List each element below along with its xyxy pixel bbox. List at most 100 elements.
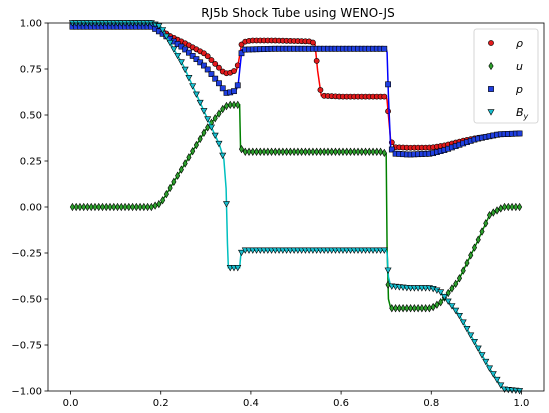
data-point <box>336 147 342 156</box>
data-point <box>197 59 204 66</box>
data-point <box>227 100 233 110</box>
data-point <box>464 258 470 268</box>
data-point <box>246 147 252 156</box>
data-point <box>166 40 174 47</box>
data-point <box>155 23 163 30</box>
data-point <box>216 80 222 87</box>
data-point <box>332 147 339 156</box>
data-point <box>222 201 230 208</box>
data-point <box>448 303 456 310</box>
data-point <box>212 114 218 123</box>
data-point <box>238 50 245 57</box>
data-point <box>234 82 241 89</box>
data-point <box>295 147 301 156</box>
data-point <box>317 87 324 93</box>
data-point <box>77 202 83 212</box>
data-point <box>238 249 246 257</box>
data-point <box>160 196 166 205</box>
x-tick-label: 0.8 <box>423 398 439 409</box>
data-point <box>479 227 485 236</box>
data-point <box>92 202 98 212</box>
data-point <box>81 202 87 212</box>
data-point <box>212 75 219 82</box>
data-point <box>438 298 444 307</box>
data-point <box>449 284 455 293</box>
data-point <box>215 140 223 148</box>
data-point <box>516 130 523 137</box>
data-point <box>99 202 106 212</box>
data-point <box>430 302 436 312</box>
series-0 <box>69 20 523 151</box>
data-point <box>302 147 308 156</box>
data-point <box>317 147 323 156</box>
data-point <box>280 147 286 156</box>
data-point <box>216 109 222 118</box>
data-point <box>389 304 395 313</box>
data-point <box>133 202 139 212</box>
data-point <box>468 251 474 260</box>
data-point <box>178 165 184 174</box>
data-point <box>159 27 167 34</box>
data-point <box>299 147 305 156</box>
data-point <box>482 358 490 366</box>
x-tick-label: 0.2 <box>153 398 169 409</box>
data-point <box>455 312 463 320</box>
data-point <box>122 202 128 212</box>
data-point <box>193 56 200 63</box>
data-point <box>509 202 515 212</box>
data-point <box>231 68 237 74</box>
data-point <box>265 147 271 156</box>
data-point <box>419 304 425 313</box>
data-point <box>145 202 151 212</box>
data-point <box>497 382 505 389</box>
legend-marker <box>488 61 494 71</box>
data-point <box>385 81 391 88</box>
data-point <box>437 289 445 296</box>
data-point <box>314 147 320 156</box>
data-point <box>486 365 494 372</box>
legend-marker <box>488 40 494 46</box>
data-point <box>242 147 248 156</box>
data-point <box>381 148 387 158</box>
x-tick-label: 0.6 <box>333 398 349 409</box>
y-tick-label: 0.75 <box>20 65 42 76</box>
data-point <box>284 147 290 156</box>
data-point <box>126 202 132 212</box>
data-point <box>408 304 414 313</box>
data-point <box>313 57 320 64</box>
data-point <box>393 304 399 313</box>
data-point <box>483 219 489 228</box>
data-point <box>400 304 406 313</box>
data-point <box>216 64 222 71</box>
data-point <box>513 202 519 212</box>
data-point <box>201 128 207 137</box>
series-2 <box>69 23 523 158</box>
y-tick-label: 0.25 <box>20 157 42 168</box>
data-point <box>272 147 278 156</box>
data-point <box>167 183 173 193</box>
data-point <box>250 147 256 156</box>
data-point <box>321 147 327 156</box>
data-point <box>234 265 242 272</box>
legend-box <box>473 28 539 124</box>
data-point <box>362 147 369 156</box>
data-point <box>182 159 188 168</box>
x-tick-label: 1.0 <box>514 398 530 409</box>
chart-title: RJ5b Shock Tube using WENO-JS <box>201 6 394 20</box>
data-point <box>460 266 466 275</box>
legend-entry: ρ <box>488 37 523 50</box>
data-point <box>306 147 312 156</box>
axes-layer: 0.0 0.2 0.4 0.6 0.8 1.0 1.00 0.75 0.50 0.25 0.00 −0… <box>11 19 545 409</box>
x-tick-label: 0.4 <box>243 398 259 409</box>
data-point <box>489 371 497 378</box>
data-point <box>185 75 193 82</box>
data-point <box>434 300 440 309</box>
data-point <box>171 177 177 187</box>
data-point <box>235 100 241 110</box>
data-point <box>444 298 452 305</box>
legend-entry: p <box>488 83 523 96</box>
data-point <box>197 134 203 144</box>
data-point <box>470 339 478 346</box>
y-tick-label: −0.50 <box>11 295 42 306</box>
